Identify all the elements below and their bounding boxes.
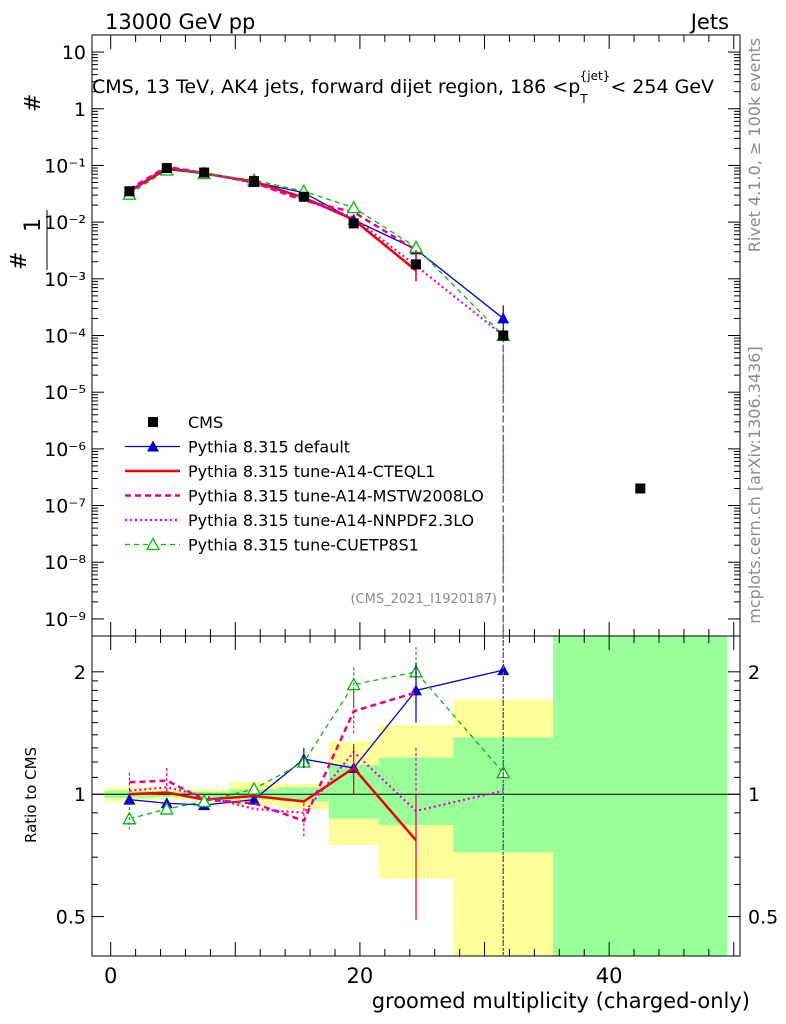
main-ylabel: 1/dN/dp_T # d²N/dp_T dλ # 1 #: [7, 94, 48, 270]
ratio-y-tick-label: 0.5: [56, 907, 86, 929]
legend-label-cuetp8s1: Pythia 8.315 tune-CUETP8S1: [188, 536, 419, 555]
mcplots-label: mcplots.cern.ch [arXiv:1306.3436]: [745, 346, 764, 623]
legend-marker-cms: [148, 417, 158, 427]
ratio-line-default: [129, 669, 504, 806]
main-point-cms: [498, 330, 509, 341]
ratio-point-cuetp8s1: [197, 794, 212, 808]
chart-title-sup: {jet}: [580, 69, 611, 83]
analysis-watermark: (CMS_2021_I1920187): [350, 592, 497, 607]
main-y-tick-label: 10⁻⁶: [44, 439, 86, 461]
header-left: 13000 GeV pp: [105, 10, 255, 34]
main-line-cteql1: [128, 166, 417, 272]
ratio-axes-box: [91, 635, 741, 957]
main-y-tick-label: 10⁻¹: [44, 155, 86, 177]
main-line-nnpdf: [128, 166, 504, 337]
legend-label-default: Pythia 8.315 default: [188, 438, 350, 457]
x-tick-label: 0: [104, 964, 117, 988]
legend-marker-cuetp8s1: [145, 537, 161, 551]
main-y-tick-label: 10⁻³: [44, 269, 86, 291]
main-plot-frame: 10 1 10⁻¹ 10⁻² 10⁻³ 10⁻⁴ 10⁻⁵ 10⁻⁶ 10⁻⁷ 10⁻⁸ 10⁻⁹: [44, 34, 741, 637]
main-point-cms: [199, 167, 210, 178]
legend-label-cteql1: Pythia 8.315 tune-A14-CTEQL1: [188, 462, 435, 481]
ratio-y-tick-label: 2: [74, 662, 86, 684]
main-y-tick-label: 1: [74, 99, 86, 121]
x-tick-label: 40: [596, 964, 623, 988]
header-right: Jets: [689, 10, 729, 34]
main-y-tick-label: 10⁻⁷: [44, 496, 86, 518]
chart-title-main: CMS, 13 TeV, AK4 jets, forward dijet reg…: [92, 76, 580, 98]
main-ylabel-one: 1: [21, 218, 46, 232]
ratio-point-default: [248, 793, 260, 805]
main-y-tick-label: 10⁻⁵: [44, 382, 86, 404]
main-y-tick-label: 10: [62, 42, 86, 64]
main-point-cms: [411, 259, 421, 270]
ratio-point-cuetp8s1: [159, 801, 174, 815]
legend-label-mstw: Pythia 8.315 tune-A14-MSTW2008LO: [188, 487, 484, 506]
main-line-cuetp8s1: [129, 169, 504, 336]
x-axis-label: groomed multiplicity (charged-only): [372, 989, 750, 1013]
main-point-cms: [124, 186, 135, 197]
uncertainty-band-inner: [553, 636, 728, 956]
legend-label-nnpdf: Pythia 8.315 tune-A14-NNPDF2.3LO: [188, 511, 474, 530]
main-point-cuetp8s1: [346, 200, 361, 214]
ratio-y-tick-label-right: 1: [748, 784, 760, 806]
rivet-version-label: Rivet 4.1.0, ≥ 100k events: [745, 38, 764, 252]
main-y-tick-label: 10⁻⁹: [44, 609, 86, 631]
ratio-plot-frame: 0 20 40 0.5 0.5 1 1 2 2: [56, 635, 778, 988]
main-line-mstw: [128, 165, 417, 252]
ratio-point-default: [123, 793, 136, 805]
main-y-tick-label: 10⁻⁴: [44, 326, 86, 348]
legend-marker-default: [147, 440, 159, 452]
ratio-ylabel: Ratio to CMS: [22, 747, 40, 843]
main-point-cms: [298, 191, 309, 202]
ratio-y-tick-label-right: 0.5: [748, 907, 778, 929]
main-y-tick-label: 10⁻²: [44, 212, 86, 234]
main-y-tick-label: 10⁻⁸: [44, 552, 86, 574]
chart-title-tail: < 254 GeV: [610, 76, 714, 98]
main-point-cms: [635, 483, 646, 494]
chart-title-sub: T: [579, 92, 588, 106]
ratio-y-tick-label-right: 2: [748, 662, 760, 684]
main-point-cms: [348, 218, 359, 229]
x-tick-label: 20: [347, 964, 374, 988]
main-ylabel-hash2: #: [21, 94, 46, 112]
main-point-cms: [249, 176, 259, 187]
main-ylabel-hash: #: [7, 252, 32, 270]
ratio-line-cuetp8s1: [129, 671, 504, 820]
legend-label-cms: CMS: [188, 413, 223, 432]
ratio-point-cuetp8s1: [246, 781, 262, 795]
main-point-cms: [161, 163, 172, 174]
ratio-y-tick-label: 1: [74, 784, 86, 806]
legend: CMS Pythia 8.315 default Pythia 8.315 tune…: [125, 413, 484, 555]
main-line-default: [129, 168, 504, 319]
chart-title: CMS, 13 TeV, AK4 jets, forward dijet reg…: [92, 69, 714, 106]
